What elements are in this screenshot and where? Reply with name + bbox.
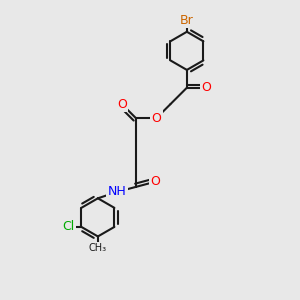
- Text: O: O: [201, 81, 211, 94]
- Text: CH₃: CH₃: [89, 243, 107, 253]
- Text: NH: NH: [108, 185, 126, 198]
- Text: Cl: Cl: [62, 220, 75, 233]
- Text: O: O: [152, 112, 161, 125]
- Text: Br: Br: [180, 14, 194, 27]
- Text: O: O: [117, 98, 127, 111]
- Text: O: O: [150, 175, 160, 188]
